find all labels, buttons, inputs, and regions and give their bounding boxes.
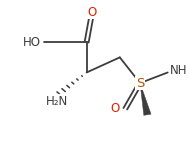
Text: O: O: [111, 102, 120, 115]
Text: HO: HO: [23, 36, 40, 49]
Text: S: S: [136, 77, 144, 90]
Text: H₂N: H₂N: [46, 95, 68, 108]
Text: O: O: [88, 6, 97, 19]
Polygon shape: [140, 83, 151, 115]
Text: NH: NH: [169, 64, 187, 77]
